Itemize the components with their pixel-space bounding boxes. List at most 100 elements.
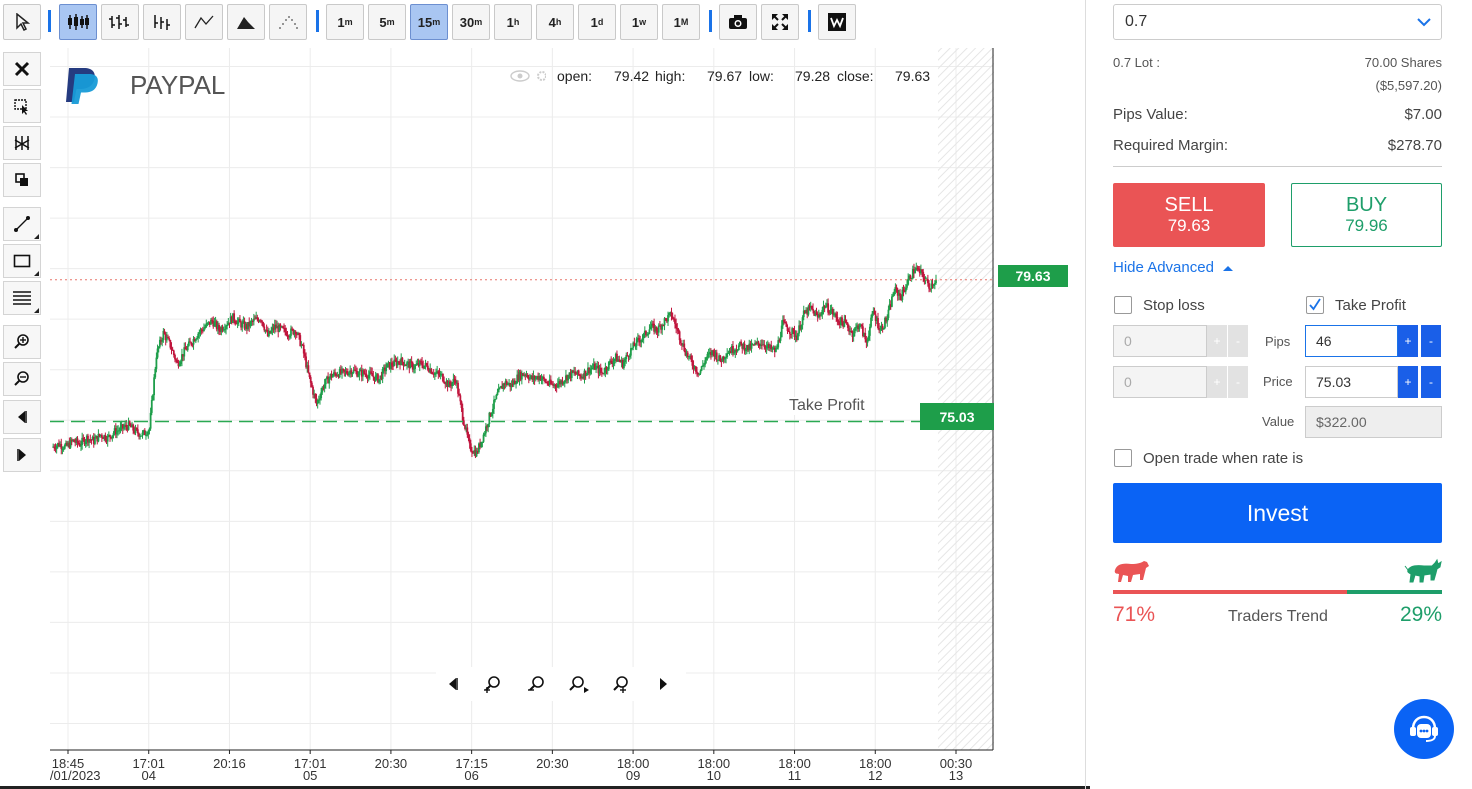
fibonacci-tool-button[interactable] [3, 281, 41, 315]
dots-chart-button[interactable] [269, 4, 307, 40]
stop-loss-pips-minus[interactable]: - [1228, 325, 1248, 357]
candle-body [654, 326, 657, 332]
candle-body [772, 347, 775, 349]
candle-body [236, 321, 239, 325]
candle-body [554, 384, 557, 387]
lot-size-value: 0.7 [1125, 13, 1148, 30]
price-label: Price [1263, 374, 1293, 389]
candle-body [239, 318, 241, 323]
sell-button[interactable]: SELL 79.63 [1113, 183, 1265, 247]
take-profit-price-plus[interactable]: + [1398, 366, 1418, 398]
close-tool-button[interactable] [3, 52, 41, 86]
candle-body [516, 374, 519, 384]
scroll-left-icon[interactable] [446, 676, 460, 692]
candle-body [710, 352, 712, 356]
zoom-out-tool-button[interactable] [3, 362, 41, 396]
stop-loss-checkbox[interactable] [1114, 296, 1132, 314]
price-chart[interactable]: 86.5584.9183.2781.6379.9978.3576.7175.07… [50, 48, 996, 782]
candle-body [381, 368, 384, 380]
lot-size-select[interactable]: 0.7 [1113, 4, 1442, 40]
zoom-in-right-icon[interactable] [568, 675, 590, 693]
candle-body [899, 293, 901, 296]
candle-body [541, 376, 544, 379]
candle-body [727, 352, 730, 354]
candle-body [907, 278, 910, 285]
candle-body [464, 425, 466, 429]
take-profit-pips-input[interactable]: 46 [1305, 325, 1398, 357]
zoom-in-icon[interactable] [484, 675, 502, 693]
timeframe-30m-button[interactable]: 30 m [452, 4, 490, 40]
candle-body [662, 324, 665, 326]
visibility-icon[interactable] [510, 69, 547, 88]
area-chart-button[interactable] [227, 4, 265, 40]
candle-body [568, 372, 571, 375]
sell-trend-percent: 71% [1113, 603, 1156, 626]
take-profit-pips-minus[interactable]: - [1421, 325, 1441, 357]
cursor-tool-button[interactable] [3, 4, 41, 40]
screenshot-button[interactable] [719, 4, 757, 40]
clone-drawing-button[interactable] [3, 163, 41, 197]
candle-body [878, 328, 881, 331]
take-profit-price-minus[interactable]: - [1421, 366, 1441, 398]
candle-body [413, 368, 415, 370]
candle-body [94, 438, 96, 444]
stop-loss-price-input[interactable]: 0 [1113, 366, 1207, 398]
line-chart-button[interactable] [185, 4, 223, 40]
remove-drawings-button[interactable] [3, 126, 41, 160]
zoom-in-tool-button[interactable] [3, 325, 41, 359]
candle-body [319, 398, 321, 400]
candle-body [712, 350, 715, 352]
hide-advanced-link[interactable]: Hide Advanced [1113, 259, 1234, 276]
trendline-tool-button[interactable] [3, 207, 41, 241]
pips-value-label: Pips Value: [1113, 106, 1188, 123]
candle-body [886, 317, 889, 322]
scroll-right-icon[interactable] [656, 676, 670, 692]
zoom-out-icon[interactable] [528, 675, 546, 693]
x-tick-date: 06 [464, 768, 478, 782]
rectangle-tool-button[interactable] [3, 244, 41, 278]
candle-body [794, 335, 797, 337]
hlc-chart-button[interactable] [143, 4, 181, 40]
take-profit-checkbox[interactable] [1306, 296, 1324, 314]
candle-body [922, 271, 925, 278]
watermark-button[interactable] [818, 4, 856, 40]
open-when-rate-checkbox[interactable] [1114, 449, 1132, 467]
candle-body [109, 434, 111, 437]
scroll-left-tool-button[interactable] [3, 400, 41, 434]
stop-loss-price-plus[interactable]: + [1207, 366, 1227, 398]
candle-body [418, 360, 421, 366]
take-profit-pips-plus[interactable]: + [1398, 325, 1418, 357]
x-tick-time: 20:16 [213, 756, 246, 771]
fullscreen-button[interactable] [761, 4, 799, 40]
stop-loss-price-minus[interactable]: - [1228, 366, 1248, 398]
future-area [938, 48, 994, 750]
scroll-right-tool-button[interactable] [3, 438, 41, 472]
support-chat-button[interactable] [1394, 699, 1454, 759]
select-drawing-button[interactable] [3, 89, 41, 123]
candle-body [220, 327, 223, 332]
candles-chart-button[interactable] [59, 4, 97, 40]
take-profit-price-input[interactable]: 75.03 [1305, 366, 1398, 398]
candle-body [835, 313, 838, 317]
take-profit-tag[interactable]: 75.03 [920, 403, 994, 430]
candle-body [759, 344, 762, 347]
invest-button[interactable]: Invest [1113, 483, 1442, 543]
timeframe-15m-button[interactable]: 15 m [410, 4, 448, 40]
candle-body [915, 267, 918, 271]
candle-body [100, 434, 103, 438]
zoom-reset-icon[interactable] [612, 675, 632, 693]
stop-loss-pips-input[interactable]: 0 [1113, 325, 1207, 357]
candle-body [404, 365, 407, 367]
candle-body [692, 365, 695, 369]
buy-button[interactable]: BUY 79.96 [1291, 183, 1442, 247]
candle-body [815, 312, 818, 315]
stop-loss-pips-plus[interactable]: + [1207, 325, 1227, 357]
bars-chart-button[interactable] [101, 4, 139, 40]
